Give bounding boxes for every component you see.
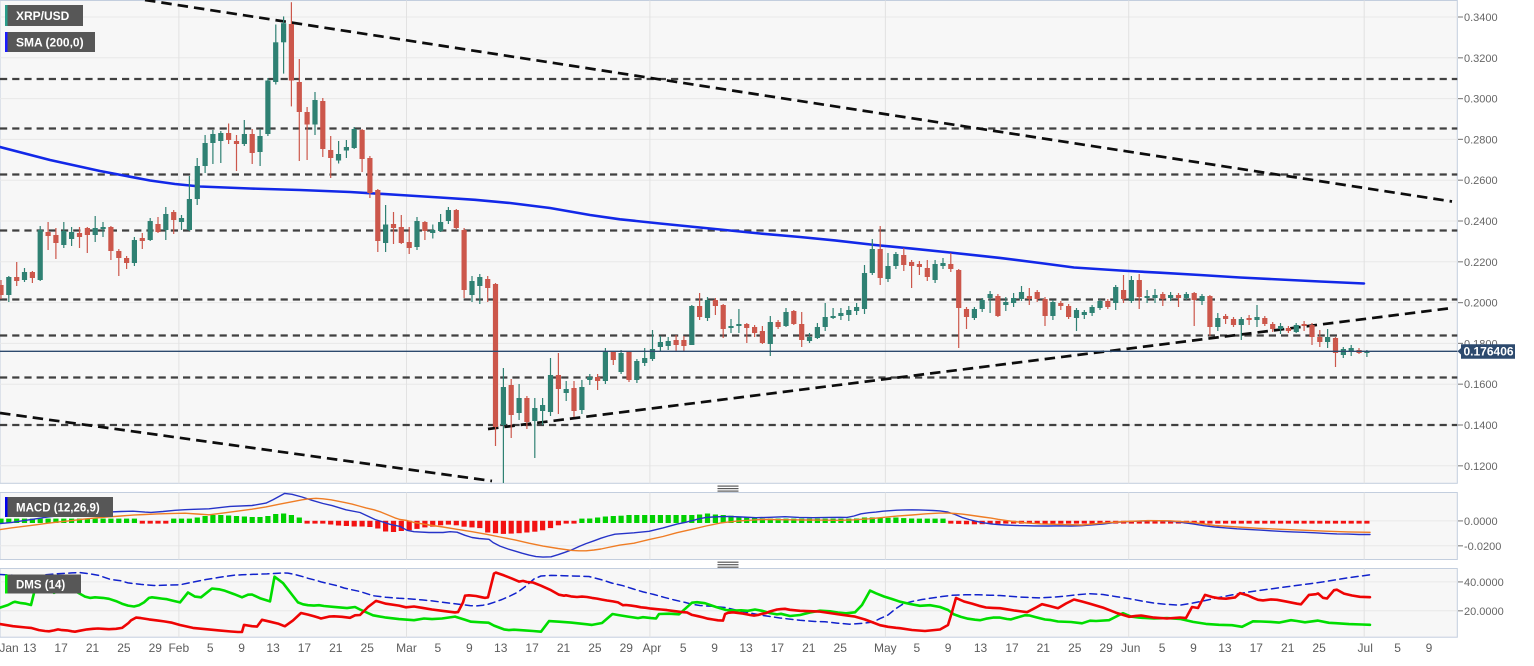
svg-text:13: 13 xyxy=(1218,641,1232,655)
svg-text:21: 21 xyxy=(329,641,343,655)
svg-text:0.2600: 0.2600 xyxy=(1464,175,1498,187)
svg-text:9: 9 xyxy=(238,641,245,655)
svg-text:21: 21 xyxy=(1281,641,1295,655)
svg-text:0.176406: 0.176406 xyxy=(1464,345,1514,359)
svg-text:9: 9 xyxy=(1426,641,1433,655)
svg-text:25: 25 xyxy=(361,641,375,655)
svg-text:Jul: Jul xyxy=(1358,641,1373,655)
svg-text:9: 9 xyxy=(945,641,952,655)
svg-text:0.1400: 0.1400 xyxy=(1464,420,1498,432)
svg-text:9: 9 xyxy=(711,641,718,655)
svg-text:DMS (14): DMS (14) xyxy=(16,580,65,592)
svg-text:0.1600: 0.1600 xyxy=(1464,379,1498,391)
svg-text:Jun: Jun xyxy=(1121,641,1140,655)
svg-text:13: 13 xyxy=(266,641,280,655)
svg-text:5: 5 xyxy=(207,641,214,655)
svg-text:0.2800: 0.2800 xyxy=(1464,134,1498,146)
svg-text:5: 5 xyxy=(1394,641,1401,655)
svg-text:5: 5 xyxy=(435,641,442,655)
svg-text:17: 17 xyxy=(298,641,312,655)
svg-text:5: 5 xyxy=(1159,641,1166,655)
svg-text:0.2200: 0.2200 xyxy=(1464,257,1498,269)
svg-text:17: 17 xyxy=(54,641,68,655)
svg-text:17: 17 xyxy=(771,641,785,655)
svg-text:Apr: Apr xyxy=(643,641,662,655)
svg-text:29: 29 xyxy=(149,641,163,655)
svg-text:13: 13 xyxy=(739,641,753,655)
svg-text:21: 21 xyxy=(802,641,816,655)
svg-text:Feb: Feb xyxy=(168,641,189,655)
svg-text:SMA (200,0): SMA (200,0) xyxy=(16,36,84,50)
svg-text:MACD (12,26,9): MACD (12,26,9) xyxy=(16,503,100,515)
svg-text:25: 25 xyxy=(1068,641,1082,655)
svg-text:17: 17 xyxy=(1250,641,1264,655)
svg-text:40.0000: 40.0000 xyxy=(1464,577,1504,589)
svg-text:0.1200: 0.1200 xyxy=(1464,461,1498,473)
svg-text:Mar: Mar xyxy=(396,641,417,655)
svg-text:13: 13 xyxy=(494,641,508,655)
svg-text:13: 13 xyxy=(23,641,37,655)
svg-text:20.0000: 20.0000 xyxy=(1464,606,1504,618)
svg-text:21: 21 xyxy=(86,641,100,655)
svg-text:25: 25 xyxy=(588,641,602,655)
svg-text:21: 21 xyxy=(557,641,571,655)
svg-text:13: 13 xyxy=(974,641,988,655)
svg-text:9: 9 xyxy=(1190,641,1197,655)
svg-text:17: 17 xyxy=(1005,641,1019,655)
svg-text:0.0000: 0.0000 xyxy=(1464,516,1498,528)
svg-text:5: 5 xyxy=(913,641,920,655)
svg-text:25: 25 xyxy=(1312,641,1326,655)
svg-text:25: 25 xyxy=(117,641,131,655)
svg-text:0.2400: 0.2400 xyxy=(1464,216,1498,228)
svg-text:0.3400: 0.3400 xyxy=(1464,12,1498,24)
svg-text:May: May xyxy=(874,641,897,655)
svg-text:Jan: Jan xyxy=(0,641,19,655)
svg-text:29: 29 xyxy=(620,641,634,655)
svg-text:0.3200: 0.3200 xyxy=(1464,53,1498,65)
svg-text:5: 5 xyxy=(680,641,687,655)
svg-text:21: 21 xyxy=(1037,641,1051,655)
svg-text:29: 29 xyxy=(1099,641,1113,655)
svg-text:XRP/USD: XRP/USD xyxy=(16,9,70,23)
svg-text:25: 25 xyxy=(834,641,848,655)
svg-text:-0.0200: -0.0200 xyxy=(1464,541,1501,553)
svg-text:0.3000: 0.3000 xyxy=(1464,94,1498,106)
svg-text:17: 17 xyxy=(525,641,539,655)
svg-text:9: 9 xyxy=(466,641,473,655)
svg-text:0.2000: 0.2000 xyxy=(1464,298,1498,310)
